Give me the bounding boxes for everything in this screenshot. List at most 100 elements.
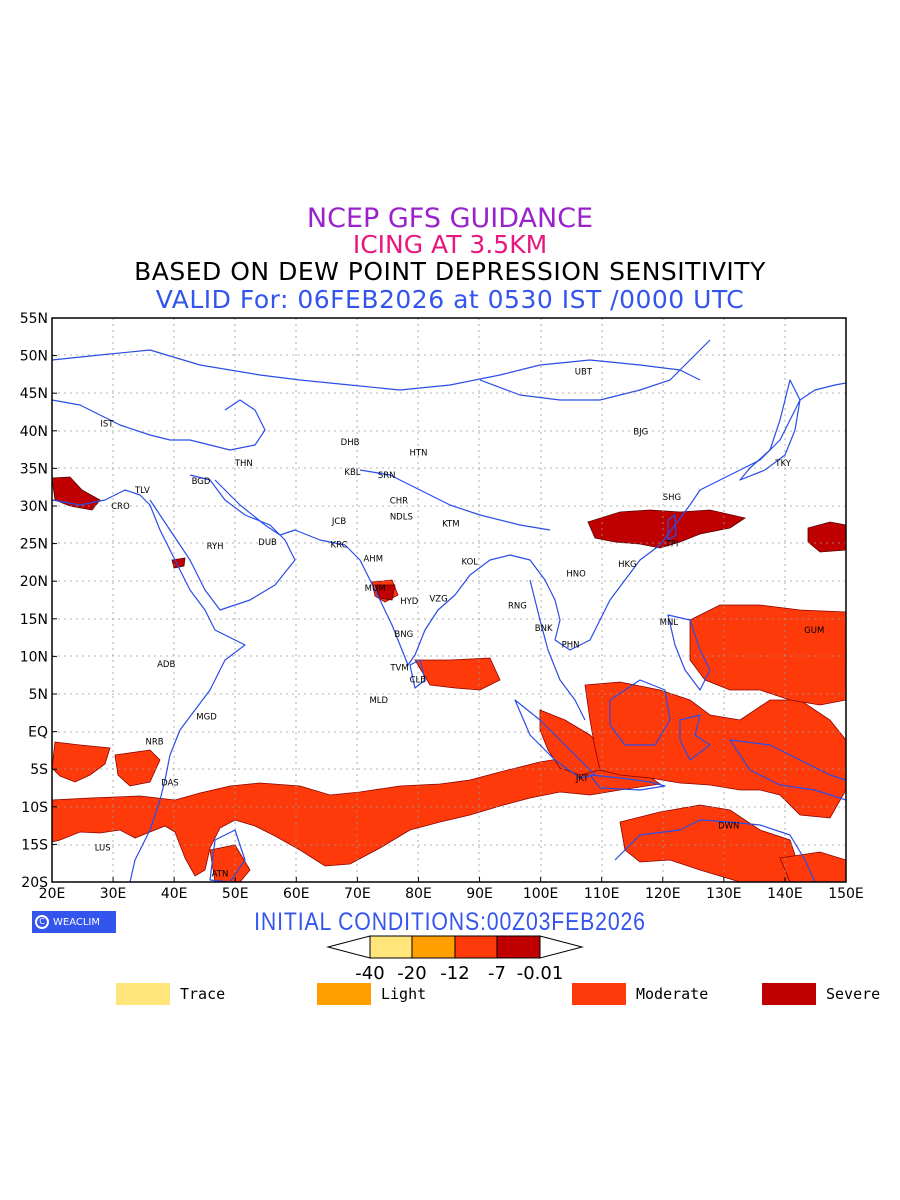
icing-area-australia-east <box>779 851 846 882</box>
coast-japan <box>739 379 801 481</box>
coast-madagascar <box>209 829 246 882</box>
lat-tick-label: 15N <box>20 612 48 628</box>
station-labels: UBT IST BJG DHB HTN THN KBL SRN TKY BGD TLV CRO CHR S… <box>95 367 825 879</box>
station-label-srn: SRN <box>378 471 396 481</box>
colorbar-trace <box>369 935 413 959</box>
station-label-das: DAS <box>161 779 179 789</box>
lat-tick-label: 45N <box>20 386 48 402</box>
colorbar-tick-label: -40 <box>355 963 384 984</box>
title-valid-time: VALID For: 06FEB2026 at 0530 IST /0000 U… <box>155 285 745 314</box>
lon-tick-label: 130E <box>706 886 742 902</box>
lon-tick-label: 100E <box>523 886 559 902</box>
station-label-bjg: BJG <box>633 428 648 438</box>
station-label-ndls: NDLS <box>390 513 413 523</box>
coast-java <box>589 774 666 791</box>
station-label-phn: PHN <box>562 640 580 650</box>
legend-swatch <box>762 983 816 1005</box>
station-label-adb: ADB <box>157 660 175 670</box>
lat-tick-label: 5N <box>29 687 48 703</box>
colorbar-tick-label: -7 <box>488 963 506 984</box>
weaclim-badge: C WEACLIM <box>32 911 116 933</box>
lon-tick-label: 60E <box>283 886 310 902</box>
station-label-ryh: RYH <box>207 542 224 552</box>
coast-malay-peninsula <box>529 579 586 721</box>
station-label-mnl: MNL <box>660 618 679 628</box>
lat-tick-label: 35N <box>20 461 48 477</box>
lat-tick-label: 5S <box>30 762 48 778</box>
severe-icing-areas <box>52 476 846 601</box>
colorbar-tick-label: -0.01 <box>517 963 564 984</box>
station-label-atn: ATN <box>212 870 229 880</box>
coast-mediterranean-caspian <box>52 399 266 451</box>
map-axes: 20E 30E 40E 50E 60E 70E 80E 90E 100E 110E 120E 130E… <box>20 311 864 902</box>
station-label-dhb: DHB <box>341 438 360 448</box>
station-label-ubt: UBT <box>575 367 593 377</box>
lat-tick-label: 55N <box>20 311 48 327</box>
station-label-ahm: AHM <box>363 555 383 565</box>
station-label-cro: CRO <box>111 502 130 512</box>
coast-sri-lanka <box>409 659 426 689</box>
icing-area-severe-east-china <box>587 509 746 549</box>
icing-area-east-africa-1 <box>52 741 111 783</box>
coast-taiwan <box>667 514 677 541</box>
title-model: NCEP GFS GUIDANCE <box>306 203 594 234</box>
legend-item-severe: Severe <box>762 982 880 1006</box>
icing-field-layer <box>52 476 846 882</box>
lat-tick-label: 30N <box>20 499 48 515</box>
station-label-hkg: HKG <box>618 560 637 570</box>
station-label-dwn: DWN <box>718 822 739 832</box>
station-label-kol: KOL <box>461 558 478 568</box>
icing-area-severe-gujarat <box>374 584 396 601</box>
coast-red-sea-arabia <box>149 474 296 611</box>
lat-tick-label: 20S <box>21 875 48 891</box>
station-label-hno: HNO <box>566 570 586 580</box>
coastlines <box>52 339 846 882</box>
coast-persian-gulf <box>214 382 846 666</box>
icing-area-south-indian-ocean <box>52 756 662 877</box>
station-label-jkt: JKT <box>575 774 589 784</box>
lat-tick-label: 20N <box>20 574 48 590</box>
icing-area-severe-pacific <box>807 521 846 553</box>
coast-africa-arabia-india <box>52 489 246 882</box>
legend-swatch <box>116 983 170 1005</box>
station-label-thn: THN <box>234 459 253 469</box>
icing-area-east-africa-2 <box>114 749 161 787</box>
border-central-asia <box>52 349 701 391</box>
lon-tick-label: 90E <box>466 886 493 902</box>
legend-item-moderate: Moderate <box>572 982 708 1006</box>
colorbar-severe <box>496 935 541 959</box>
lon-tick-label: 120E <box>645 886 681 902</box>
lon-tick-label: 20E <box>39 886 66 902</box>
moderate-icing-areas <box>52 579 846 882</box>
colorbar-right-arrow <box>539 935 584 959</box>
lat-tick-label: EQ <box>28 725 48 741</box>
station-label-bgd: BGD <box>192 477 211 487</box>
border-himalaya <box>359 469 551 531</box>
station-label-tky: TKY <box>774 459 791 469</box>
station-label-kbl: KBL <box>344 468 360 478</box>
lat-tick-label: 10S <box>21 800 48 816</box>
station-label-mld: MLD <box>369 696 388 706</box>
legend-item-light: Light <box>317 982 426 1006</box>
lat-tick-label: 40N <box>20 424 48 440</box>
lat-tick-label: 10N <box>20 649 48 665</box>
station-label-rng: RNG <box>508 601 527 611</box>
lon-tick-label: 110E <box>584 886 620 902</box>
colorbar-moderate <box>454 935 498 959</box>
lon-tick-label: 40E <box>161 886 188 902</box>
colorbar-left-arrow <box>326 935 371 959</box>
legend-item-trace: Trace <box>116 982 225 1006</box>
station-label-ktm: KTM <box>442 519 459 529</box>
station-label-tpi: TPI <box>665 540 679 550</box>
colorbar-tick-label: -20 <box>397 963 426 984</box>
lon-tick-label: 150E <box>828 886 864 902</box>
lon-tick-label: 80E <box>405 886 432 902</box>
station-label-tvm: TVM <box>389 664 408 674</box>
station-label-ist: IST <box>100 419 114 429</box>
circle-c-icon: C <box>35 915 49 929</box>
plot-frame <box>51 317 847 883</box>
station-label-tlv: TLV <box>134 486 150 496</box>
station-label-mgd: MGD <box>196 713 217 723</box>
legend-label: Moderate <box>636 985 709 1003</box>
